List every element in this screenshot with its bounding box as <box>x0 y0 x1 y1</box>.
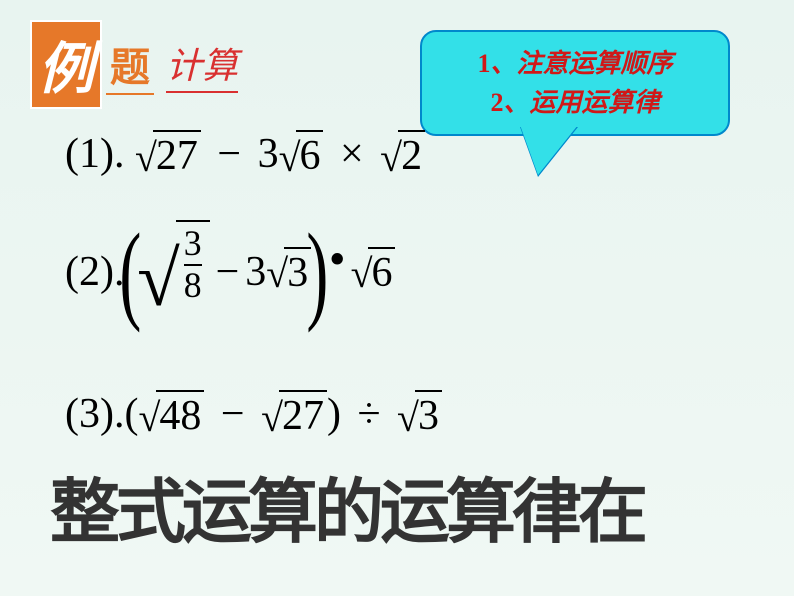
coef-3: 3 <box>245 248 266 296</box>
sqrt-6: √6 <box>279 130 324 181</box>
note-callout: 1、注意运算顺序 2、运用运算律 <box>420 30 730 136</box>
eq1-label: (1). <box>65 131 124 177</box>
equation-3: (3).(√48 − √27) ÷ √3 <box>65 390 442 441</box>
sqrt-3-over-8: √ 3 8 <box>137 220 209 324</box>
eq3-label: (3). <box>65 391 124 437</box>
fraction-3-8: 3 8 <box>184 226 202 303</box>
minus-op: − <box>216 248 240 296</box>
right-paren-icon: ) <box>307 228 329 316</box>
note-text-1: 、注意运算顺序 <box>490 49 672 78</box>
callout-tail-icon <box>520 125 578 175</box>
ti-character: 题 <box>106 35 154 95</box>
dot-op: • <box>330 236 345 284</box>
sqrt-2: √2 <box>380 130 425 181</box>
note-line-2: 2、运用运算律 <box>438 83 712 122</box>
eq2-label: (2). <box>65 248 124 296</box>
rparen: ) <box>327 391 341 437</box>
note-num-1: 1 <box>477 49 490 78</box>
sqrt-48: √48 <box>138 390 204 441</box>
minus-op: − <box>221 391 245 437</box>
calculate-label: 计算 <box>166 37 238 93</box>
sqrt-3: √3 <box>397 390 442 441</box>
minus-op: − <box>217 131 241 177</box>
bottom-heading: 整式运算的运算律在 <box>50 456 644 557</box>
sqrt-27: √27 <box>261 390 327 441</box>
sqrt-27: √27 <box>135 130 201 181</box>
note-num-2: 2 <box>490 88 503 117</box>
coef-3: 3 <box>258 131 279 177</box>
lparen: ( <box>124 391 138 437</box>
sqrt-6: √6 <box>351 246 396 297</box>
note-text-2: 、运用运算律 <box>503 88 659 117</box>
equation-1: (1). √27 − 3√6 × √2 <box>65 130 425 181</box>
div-op: ÷ <box>357 391 380 437</box>
li-character: 例 <box>30 20 102 109</box>
times-op: × <box>340 131 364 177</box>
note-line-1: 1、注意运算顺序 <box>438 44 712 83</box>
example-header: 例 题 计算 <box>30 20 238 109</box>
equation-2: (2). ( √ 3 8 − 3√3 ) • √6 <box>65 220 395 324</box>
sqrt-3: √3 <box>266 246 311 297</box>
